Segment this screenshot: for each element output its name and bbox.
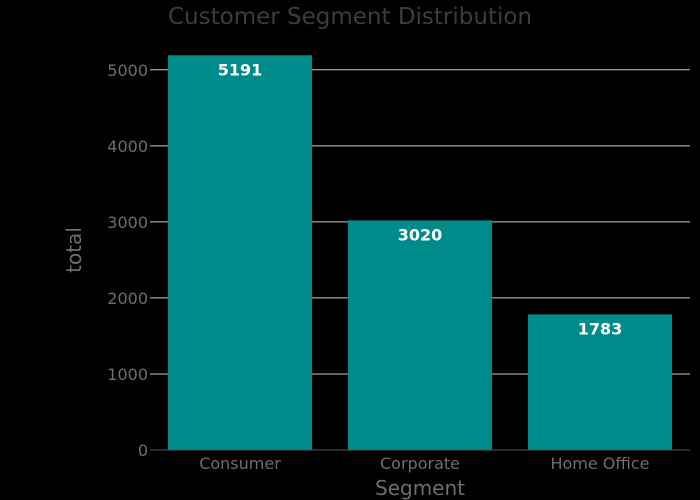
x-tick-label: Corporate [380, 454, 460, 473]
y-tick-label: 1000 [107, 365, 148, 384]
bar-value-label: 3020 [398, 225, 443, 244]
bar [168, 55, 312, 450]
x-tick-label: Home Office [550, 454, 649, 473]
y-tick-label: 0 [138, 441, 148, 460]
bar-labels: 5191 3020 1783 [218, 60, 623, 338]
y-tick-label: 3000 [107, 213, 148, 232]
bar-value-label: 5191 [218, 60, 263, 79]
x-axis-title: Segment [375, 476, 465, 500]
bar-value-label: 1783 [578, 319, 623, 338]
x-axis-ticks: Consumer Corporate Home Office [199, 454, 649, 473]
bars [168, 55, 672, 450]
x-tick-label: Consumer [199, 454, 281, 473]
chart-title: Customer Segment Distribution [168, 4, 532, 30]
y-tick-label: 5000 [107, 61, 148, 80]
bar [348, 220, 492, 450]
y-tick-label: 4000 [107, 137, 148, 156]
y-axis-ticks: 0 1000 2000 3000 4000 5000 [107, 61, 148, 460]
y-tick-label: 2000 [107, 289, 148, 308]
y-axis-title: total [62, 227, 86, 273]
bar [528, 314, 672, 450]
